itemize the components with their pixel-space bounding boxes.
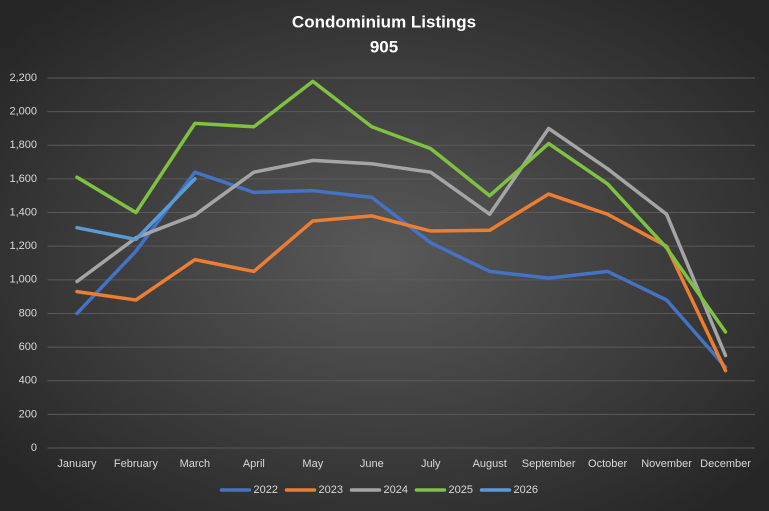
legend-label: 2022 bbox=[254, 484, 278, 496]
x-tick-label: February bbox=[114, 458, 159, 470]
legend-label: 2025 bbox=[449, 484, 473, 496]
legend-label: 2026 bbox=[514, 484, 538, 496]
legend-label: 2023 bbox=[319, 484, 343, 496]
series-line bbox=[75, 170, 728, 370]
series-line bbox=[75, 192, 728, 373]
y-tick-label: 2,000 bbox=[9, 106, 37, 118]
x-tick-label: September bbox=[522, 458, 576, 470]
x-tick-label: December bbox=[700, 458, 751, 470]
y-tick-label: 600 bbox=[19, 341, 37, 353]
y-tick-label: 800 bbox=[19, 307, 37, 319]
y-tick-label: 1,400 bbox=[9, 206, 37, 218]
series-line bbox=[75, 177, 197, 242]
chart-title: Condominium Listings bbox=[292, 12, 476, 31]
legend-label: 2024 bbox=[384, 484, 408, 496]
y-tick-label: 0 bbox=[31, 442, 37, 454]
chart-subtitle: 905 bbox=[370, 37, 398, 56]
x-tick-label: January bbox=[57, 458, 97, 470]
y-tick-label: 1,600 bbox=[9, 173, 37, 185]
x-tick-label: July bbox=[421, 458, 441, 470]
x-tick-label: November bbox=[641, 458, 692, 470]
x-tick-label: April bbox=[243, 458, 265, 470]
y-tick-label: 1,800 bbox=[9, 139, 37, 151]
x-tick-label: June bbox=[360, 458, 384, 470]
y-tick-label: 1,000 bbox=[9, 274, 37, 286]
x-tick-label: August bbox=[473, 458, 507, 470]
series-line bbox=[75, 79, 728, 334]
x-tick-label: March bbox=[180, 458, 211, 470]
y-tick-label: 200 bbox=[19, 408, 37, 420]
series-line bbox=[75, 126, 728, 358]
y-tick-label: 1,200 bbox=[9, 240, 37, 252]
x-tick-label: May bbox=[302, 458, 323, 470]
y-tick-label: 2,200 bbox=[9, 72, 37, 84]
y-tick-label: 400 bbox=[19, 375, 37, 387]
x-tick-label: October bbox=[588, 458, 627, 470]
